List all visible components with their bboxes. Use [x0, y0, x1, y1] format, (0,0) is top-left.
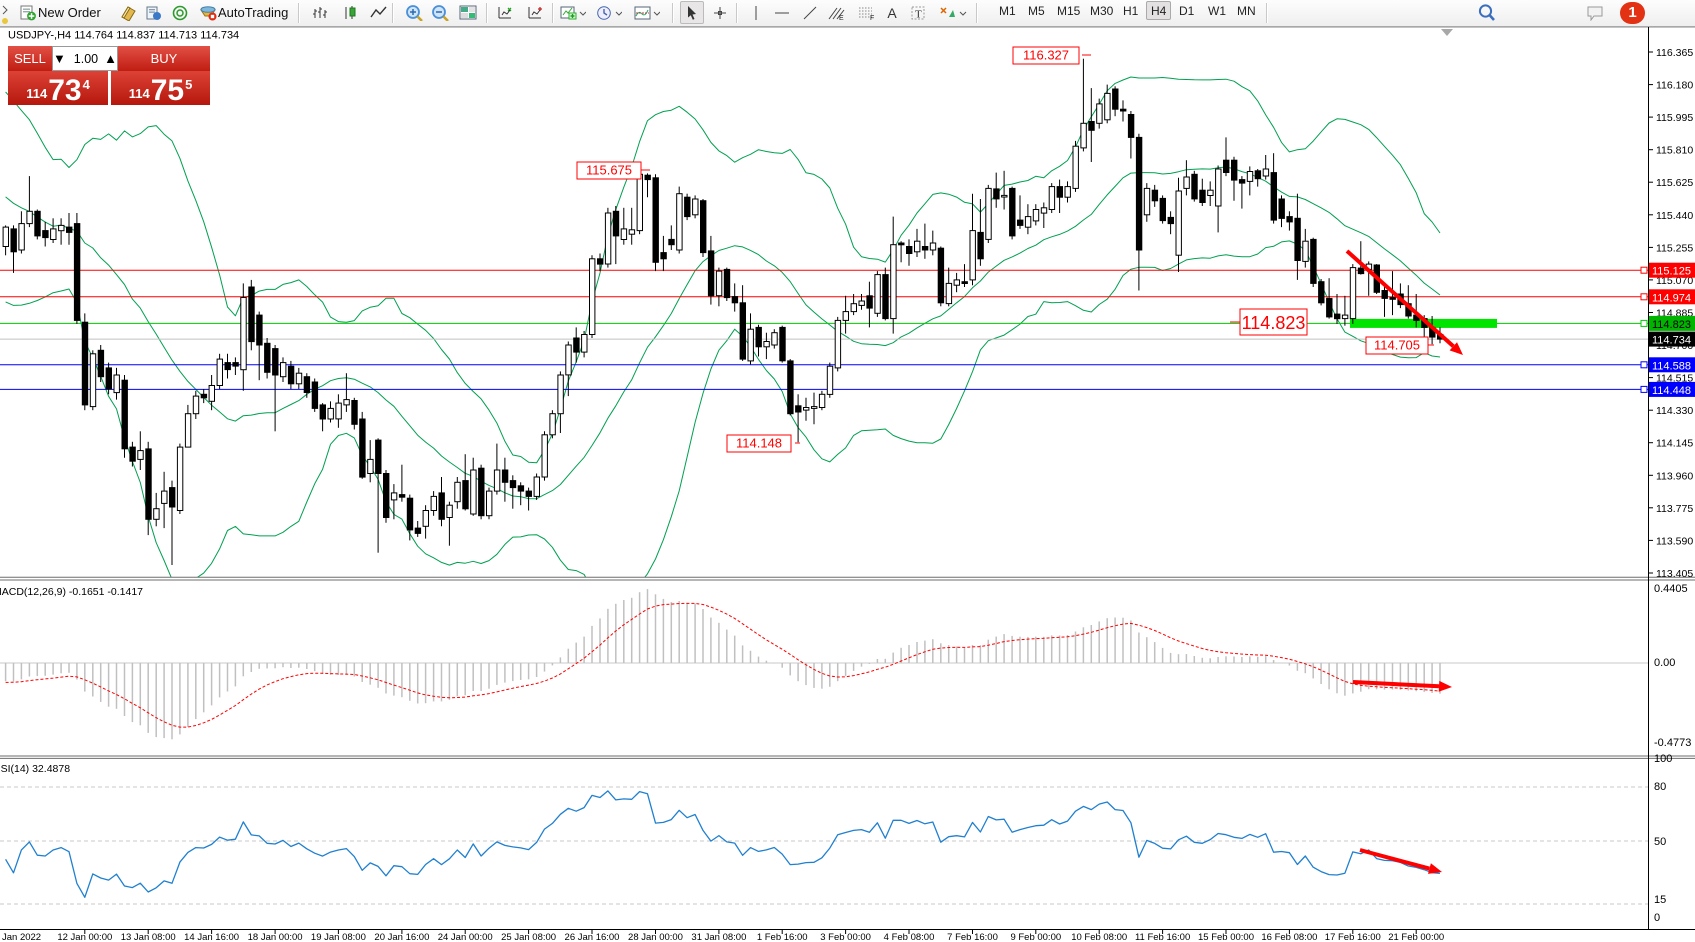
svg-text:25 Jan 08:00: 25 Jan 08:00	[501, 932, 556, 942]
svg-text:15: 15	[1654, 894, 1666, 906]
svg-text:114.974: 114.974	[1652, 292, 1691, 304]
svg-text:115.995: 115.995	[1656, 112, 1693, 124]
svg-text:16 Feb 08:00: 16 Feb 08:00	[1261, 932, 1317, 942]
svg-text:18 Jan 00:00: 18 Jan 00:00	[248, 932, 303, 942]
svg-text:114.705: 114.705	[1374, 338, 1420, 353]
svg-text:12 Jan 00:00: 12 Jan 00:00	[57, 932, 112, 942]
svg-text:116.327: 116.327	[1023, 48, 1069, 63]
svg-text:113.960: 113.960	[1656, 470, 1693, 482]
svg-text:100: 100	[1654, 753, 1672, 765]
svg-text:115.625: 115.625	[1656, 177, 1693, 189]
svg-text:MACD(12,26,9) -0.1651 -0.1417: MACD(12,26,9) -0.1651 -0.1417	[0, 586, 143, 598]
svg-text:E: E	[839, 15, 844, 21]
svg-text:31 Jan 08:00: 31 Jan 08:00	[691, 932, 746, 942]
svg-text:115.810: 115.810	[1656, 145, 1693, 157]
svg-text:11 Feb 16:00: 11 Feb 16:00	[1135, 932, 1190, 942]
svg-text:116.180: 116.180	[1656, 80, 1693, 92]
svg-text:RSI(14) 32.4878: RSI(14) 32.4878	[0, 763, 70, 775]
svg-text:80: 80	[1654, 781, 1666, 793]
svg-text:50: 50	[1654, 836, 1666, 848]
svg-text:0.00: 0.00	[1654, 657, 1675, 669]
svg-text:21 Feb 00:00: 21 Feb 00:00	[1388, 932, 1444, 942]
svg-text:9 Feb 00:00: 9 Feb 00:00	[1010, 932, 1061, 942]
svg-text:113.775: 113.775	[1656, 503, 1693, 515]
svg-text:19 Jan 08:00: 19 Jan 08:00	[311, 932, 366, 942]
svg-text:26 Jan 16:00: 26 Jan 16:00	[565, 932, 620, 942]
svg-text:114.515: 114.515	[1656, 373, 1693, 385]
svg-text:116.365: 116.365	[1656, 47, 1693, 59]
svg-text:114.448: 114.448	[1652, 385, 1691, 397]
svg-text:1 Feb 16:00: 1 Feb 16:00	[757, 932, 808, 942]
svg-text:14 Jan 16:00: 14 Jan 16:00	[184, 932, 239, 942]
svg-text:115.125: 115.125	[1652, 266, 1691, 278]
svg-text:114.588: 114.588	[1652, 360, 1691, 372]
svg-text:114.330: 114.330	[1656, 405, 1693, 417]
svg-text:113.590: 113.590	[1656, 535, 1693, 547]
svg-text:USDJPY-,H4 114.764 114.837 11: USDJPY-,H4 114.764 114.837 114.713 114.7…	[8, 30, 239, 42]
svg-text:17 Feb 16:00: 17 Feb 16:00	[1325, 932, 1381, 942]
svg-text:114.823: 114.823	[1652, 319, 1691, 331]
svg-text:20 Jan 16:00: 20 Jan 16:00	[374, 932, 429, 942]
svg-text:10 Feb 08:00: 10 Feb 08:00	[1071, 932, 1127, 942]
svg-text:114.145: 114.145	[1656, 438, 1693, 450]
svg-text:115.440: 115.440	[1656, 210, 1693, 222]
svg-text:115.675: 115.675	[586, 163, 632, 178]
svg-text:Jan 2022: Jan 2022	[2, 932, 41, 942]
svg-text:13 Jan 08:00: 13 Jan 08:00	[121, 932, 176, 942]
svg-text:0.4405: 0.4405	[1654, 583, 1688, 595]
svg-text:113.405: 113.405	[1656, 568, 1693, 580]
svg-text:-0.4773: -0.4773	[1654, 737, 1691, 749]
svg-text:28 Jan 00:00: 28 Jan 00:00	[628, 932, 683, 942]
svg-text:3 Feb 00:00: 3 Feb 00:00	[820, 932, 871, 942]
svg-text:4 Feb 08:00: 4 Feb 08:00	[884, 932, 935, 942]
svg-text:114.823: 114.823	[1242, 313, 1306, 333]
svg-text:F: F	[870, 15, 874, 21]
svg-text:115.255: 115.255	[1656, 242, 1693, 254]
svg-text:0: 0	[1654, 912, 1660, 924]
svg-text:T: T	[915, 8, 922, 20]
svg-text:114.148: 114.148	[736, 436, 782, 451]
svg-text:115.070: 115.070	[1656, 275, 1693, 287]
svg-text:7 Feb 16:00: 7 Feb 16:00	[947, 932, 998, 942]
svg-text:24 Jan 00:00: 24 Jan 00:00	[438, 932, 493, 942]
svg-text:114.734: 114.734	[1652, 335, 1691, 347]
svg-text:15 Feb 00:00: 15 Feb 00:00	[1198, 932, 1254, 942]
